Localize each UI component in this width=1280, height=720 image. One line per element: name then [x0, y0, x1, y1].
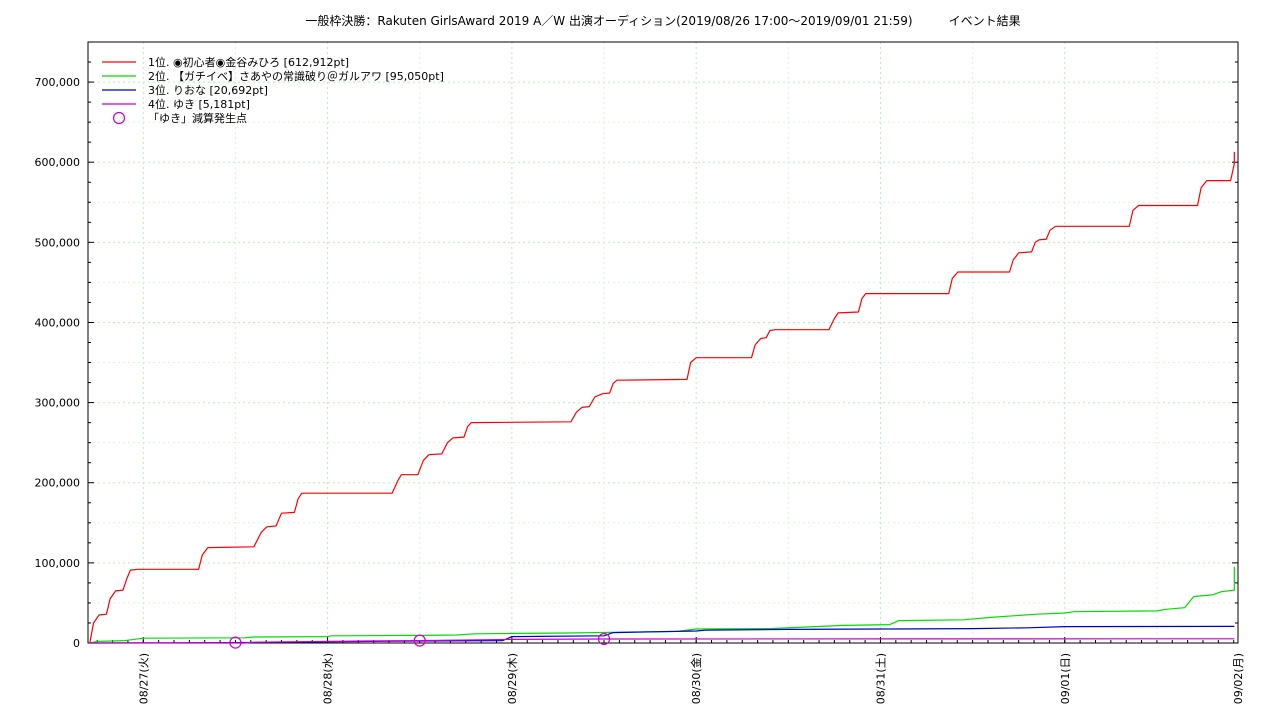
- x-tick-label: 08/30(金): [689, 653, 703, 704]
- axes: 0 100,000 200,000 300,000 400,000 500,000 600,…: [35, 61, 1245, 704]
- y-tick-label: 100,000: [35, 557, 81, 570]
- x-tick-label: 08/28(水): [322, 653, 335, 704]
- series-line-1: [89, 151, 1235, 644]
- series-line-3: [89, 625, 1235, 644]
- y-tick-label: 300,000: [35, 397, 81, 410]
- x-tick-label: 08/29(木): [506, 653, 519, 704]
- x-tick-label: 08/27(火): [137, 653, 150, 704]
- y-tick-label: 500,000: [35, 236, 81, 249]
- series-line-4: [89, 638, 1235, 644]
- series: [89, 151, 1235, 644]
- legend-label-3: 3位. りおな [20,692pt]: [148, 83, 268, 97]
- legend-label-2: 2位. 【ガチイベ】さあやの常識破り＠ガルアワ [95,050pt]: [148, 69, 444, 83]
- legend-label-markers: 「ゆき」減算発生点: [148, 111, 247, 125]
- legend-label-4: 4位. ゆき [5,181pt]: [148, 97, 250, 111]
- y-tick-label: 400,000: [35, 316, 81, 329]
- y-tick-label: 700,000: [35, 76, 81, 89]
- legend-marker-symbol: [112, 111, 126, 125]
- plot-frame: [87, 41, 1239, 644]
- x-tick-label: 08/31(土): [874, 653, 887, 704]
- legend: 1位. ◉初心者◉金谷みひろ [612,912pt]2位. 【ガチイベ】さあやの…: [102, 55, 444, 125]
- legend-label-1: 1位. ◉初心者◉金谷みひろ [612,912pt]: [148, 55, 349, 69]
- y-tick-label: 600,000: [35, 156, 81, 169]
- x-tick-label: 09/02(月): [1232, 653, 1245, 704]
- decrement-marker: [229, 636, 242, 649]
- y-tick-label: 0: [73, 637, 80, 650]
- chart-title: 一般枠決勝：Rakuten GirlsAward 2019 A／W 出演オーディ…: [305, 13, 1020, 28]
- series-line-2: [89, 566, 1235, 644]
- decrement-marker: [597, 632, 611, 646]
- decrement-markers: [229, 632, 611, 649]
- grid: [88, 42, 1239, 643]
- decrement-marker: [413, 634, 426, 647]
- y-tick-label: 200,000: [35, 477, 81, 490]
- x-tick-label: 09/01(日): [1059, 653, 1072, 704]
